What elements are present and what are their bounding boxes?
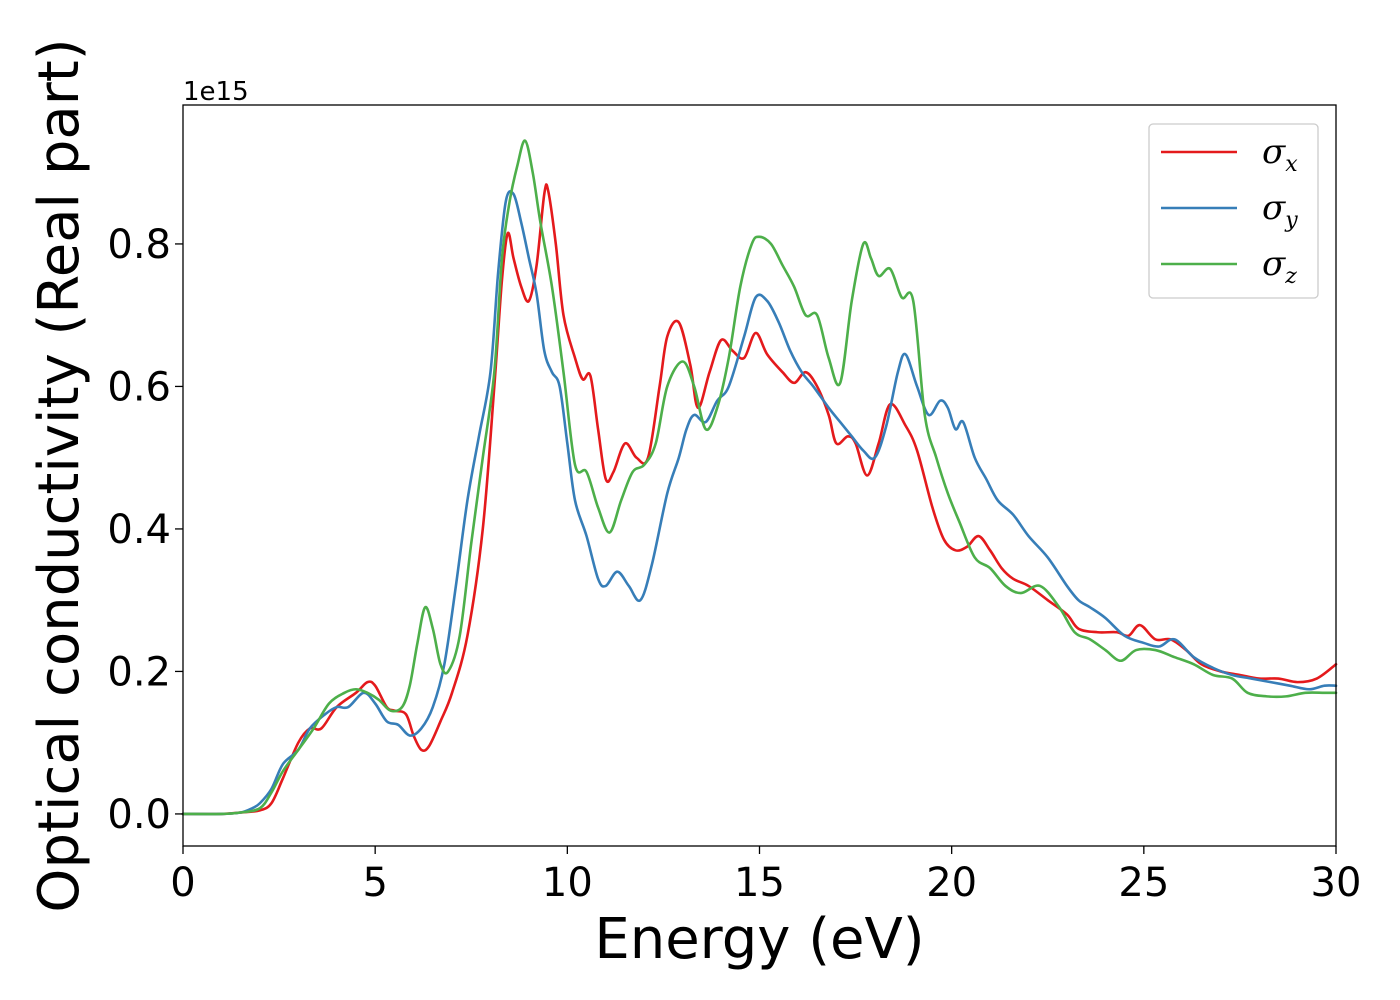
x-tick-label: 30 <box>1311 860 1362 906</box>
y-axis: 0.0 0.2 0.4 0.6 0.8 <box>107 222 183 838</box>
x-tick-label: 0 <box>170 860 195 906</box>
x-tick-label: 5 <box>362 860 387 906</box>
series-line-y <box>181 190 1338 816</box>
y-tick-label: 0.8 <box>107 222 171 268</box>
y-offset-label: 1e15 <box>183 77 249 107</box>
x-tick-label: 15 <box>734 860 785 906</box>
plot-lines <box>181 139 1338 816</box>
x-tick-label: 10 <box>542 860 593 906</box>
y-tick-label: 0.6 <box>107 364 171 410</box>
x-axis: 0 5 10 15 20 25 30 <box>170 846 1361 906</box>
y-tick-label: 0.4 <box>107 507 171 553</box>
legend-label-x: σx <box>1262 132 1298 177</box>
series-line-z <box>181 139 1338 816</box>
x-axis-label: Energy (eV) <box>594 907 924 972</box>
legend: σx σy σz <box>1148 123 1319 299</box>
y-tick-label: 0.2 <box>107 649 171 695</box>
y-tick-label: 0.0 <box>107 792 171 838</box>
legend-label-y: σy <box>1262 188 1298 233</box>
legend-box <box>1148 123 1319 299</box>
legend-label-z: σz <box>1262 244 1297 289</box>
y-axis-label: Optical conductivity (Real part) <box>27 38 92 912</box>
x-tick-label: 20 <box>926 860 977 906</box>
x-tick-label: 25 <box>1118 860 1169 906</box>
series-line-x <box>181 183 1338 816</box>
